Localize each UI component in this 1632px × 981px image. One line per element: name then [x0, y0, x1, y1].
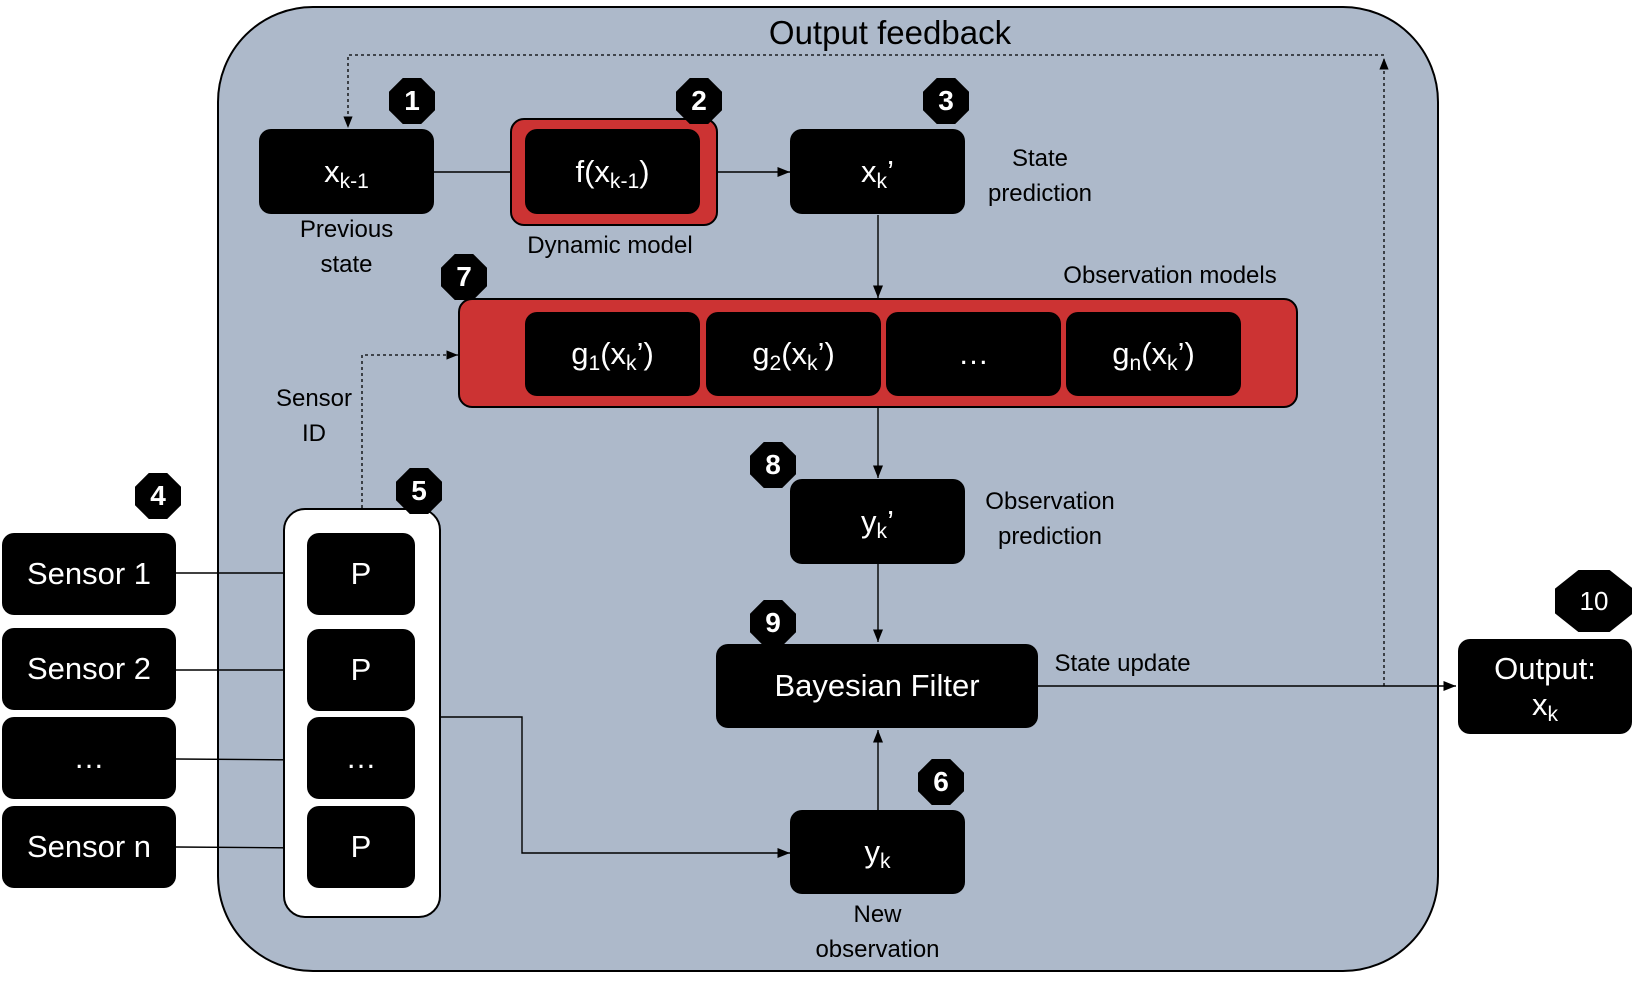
observation-model-ellipsis: …	[886, 312, 1061, 396]
preprocessor-2: P	[307, 629, 415, 711]
observation-model-gn: gn(xk’)	[1066, 312, 1241, 396]
sensor-n: Sensor n	[2, 806, 176, 888]
arrow-p-to-newobs	[440, 716, 790, 859]
step-badge-8: 8	[750, 442, 796, 488]
step-badge-4: 4	[135, 473, 181, 519]
sensor-1: Sensor 1	[2, 533, 176, 615]
step-badge-3: 3	[923, 78, 969, 124]
step-badge-9: 9	[750, 600, 796, 646]
dashed-feedback-loop-arrow	[343, 54, 1384, 128]
state-prediction-label: State prediction	[987, 145, 1093, 207]
previous-state-label: Previous state	[299, 216, 394, 278]
sensor-ellipsis: …	[2, 717, 176, 799]
observation-model-g2: g2(xk’)	[706, 312, 881, 396]
observation-models-label: Observation models	[1063, 262, 1277, 289]
new-observation-node: yk	[790, 810, 965, 894]
new-observation-label: New observation	[815, 901, 940, 963]
diagram-title: Output feedback	[768, 14, 1012, 51]
observation-model-g1: g1(xk’)	[525, 312, 700, 396]
preprocessor-1: P	[307, 533, 415, 615]
dashed-sensor-id-arrow	[361, 350, 458, 508]
step-badge-5: 5	[396, 468, 442, 514]
step-badge-1: 1	[389, 78, 435, 124]
state-prediction-node: xk’	[790, 129, 965, 214]
preprocessor-n: P	[307, 806, 415, 888]
bayesian-filter-node: Bayesian Filter	[716, 644, 1038, 728]
step-badge-7: 7	[441, 254, 487, 300]
previous-state-node: xk-1	[259, 129, 434, 214]
step-badge-2: 2	[676, 78, 722, 124]
output-node: Output: xk	[1458, 639, 1632, 734]
step-badge-6: 6	[918, 759, 964, 805]
dynamic-model-node: f(xk-1)	[525, 129, 700, 214]
observation-prediction-label: Observation prediction	[985, 488, 1115, 550]
observation-prediction-node: yk’	[790, 479, 965, 564]
sensor-id-label: Sensor ID	[275, 385, 353, 447]
state-update-label: State update	[1054, 650, 1191, 677]
dynamic-model-label: Dynamic model	[527, 232, 693, 259]
step-badge-10: 10	[1555, 570, 1632, 632]
sensor-2: Sensor 2	[2, 628, 176, 710]
preprocessor-ellipsis: …	[307, 717, 415, 799]
